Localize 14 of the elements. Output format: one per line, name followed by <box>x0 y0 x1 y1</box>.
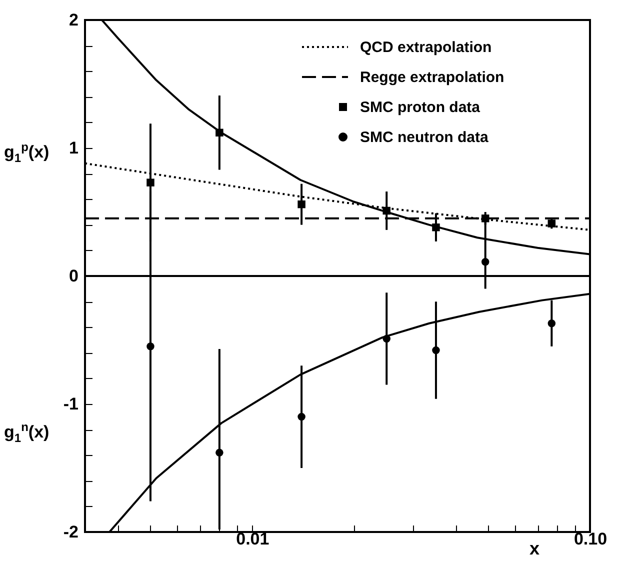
text: g$_{1}$$^{n}$(x) <box>4 420 50 446</box>
x-axis-title: x <box>529 538 540 558</box>
y-tick-label: 2 <box>69 10 78 30</box>
y-tick-label: 0 <box>69 266 78 286</box>
y-tick-label: -2 <box>63 522 78 542</box>
legend-label: SMC proton data <box>360 98 480 116</box>
legend-label: Regge extrapolation <box>360 68 504 86</box>
x-tick-label: 0.01 <box>236 530 270 548</box>
y-axis-title: g$_{1}$$^{p}$(x) <box>4 140 50 166</box>
legend-label: QCD extrapolation <box>360 38 492 56</box>
legend-label: SMC neutron data <box>360 128 488 146</box>
x-tick-label: 0.10 <box>574 530 608 548</box>
y-tick-label: 1 <box>69 138 78 158</box>
y-tick-label: -1 <box>63 394 78 414</box>
